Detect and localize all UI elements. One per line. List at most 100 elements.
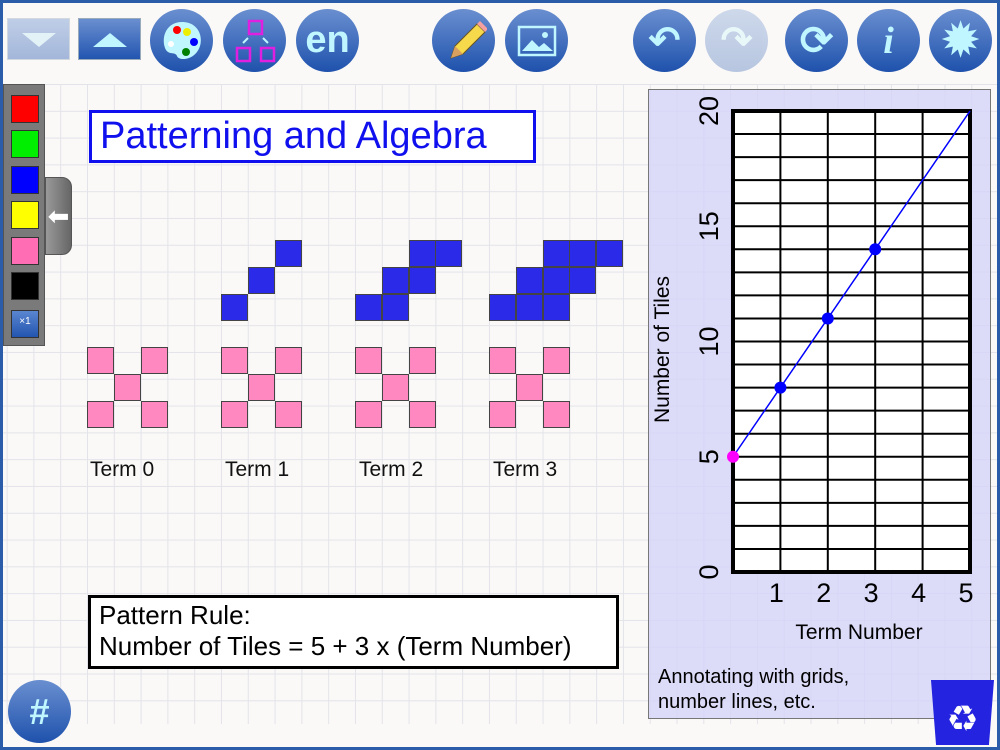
y-tick-label: 10 [694, 326, 724, 356]
gear-icon: ✹ [942, 16, 979, 65]
triangle-down-icon [22, 33, 56, 47]
blue-tile[interactable] [381, 266, 409, 294]
grid-toggle-button[interactable]: # [8, 680, 71, 743]
series-line [732, 110, 971, 458]
rule-heading: Pattern Rule: [99, 600, 251, 630]
triangle-up-icon [93, 33, 127, 47]
x-tick-label: 1 [769, 578, 784, 608]
scroll-up-button[interactable] [78, 18, 141, 60]
scroll-down-button[interactable] [7, 18, 70, 60]
rule-formula: Number of Tiles = 5 + 3 x (Term Number) [99, 631, 572, 661]
recycle-bin[interactable]: ♻ [931, 680, 994, 745]
pink-tile[interactable] [489, 347, 516, 374]
pencil-icon [449, 20, 487, 59]
x-tick-label: 3 [864, 578, 879, 608]
pink-tile[interactable] [87, 400, 114, 428]
info-button[interactable]: i [857, 9, 920, 72]
y-tick-label: 0 [694, 564, 724, 579]
language-button[interactable]: en [296, 9, 359, 72]
refresh-icon: ⟳ [799, 18, 834, 63]
blue-tile[interactable] [408, 240, 436, 267]
shapes-arrange-icon [235, 19, 275, 62]
blue-tile[interactable] [435, 240, 463, 267]
pencil-button[interactable] [432, 9, 495, 72]
refresh-button[interactable]: ⟳ [785, 9, 848, 72]
x-axis-label: Term Number [795, 621, 922, 644]
y-tick-label: 15 [694, 211, 724, 241]
pink-tile[interactable] [515, 373, 543, 401]
pink-tile[interactable] [140, 400, 168, 428]
pink-tile[interactable] [274, 400, 302, 428]
redo-button[interactable]: ↷ [705, 9, 768, 72]
blue-tile[interactable] [569, 240, 597, 267]
blue-tile[interactable] [489, 293, 516, 321]
pink-tile[interactable] [274, 347, 302, 374]
pink-tile[interactable] [542, 347, 570, 374]
recycle-icon: ♻ [946, 697, 979, 739]
palette-button[interactable] [150, 9, 213, 72]
color-blue[interactable] [11, 166, 39, 194]
pink-tile[interactable] [355, 347, 382, 374]
color-pink[interactable] [11, 237, 39, 265]
undo-button[interactable]: ↶ [633, 9, 696, 72]
blue-tile[interactable] [408, 266, 436, 294]
color-green[interactable] [11, 130, 39, 158]
settings-button[interactable]: ✹ [929, 9, 992, 72]
pink-tile[interactable] [221, 400, 248, 428]
color-black[interactable] [11, 272, 39, 300]
collapse-palette-tab[interactable]: ⬅ [45, 177, 72, 255]
term-label: Term 3 [493, 458, 558, 481]
y-tick-label: 20 [694, 96, 724, 126]
blue-tile[interactable] [355, 293, 382, 321]
shapes-button[interactable] [223, 9, 286, 72]
info-icon: i [883, 19, 894, 62]
pink-tile[interactable] [221, 347, 248, 374]
arrow-left-icon: ⬅ [47, 200, 70, 231]
graph-panel[interactable]: 1 2 3 4 5 0 5 10 15 20 Term Number Number of Tiles … [648, 89, 991, 719]
pink-tile[interactable] [140, 347, 168, 374]
blue-tile[interactable] [542, 293, 570, 321]
color-palette: ×1 [3, 84, 45, 346]
pink-tile[interactable] [381, 373, 409, 401]
pink-tile[interactable] [87, 347, 114, 374]
pink-tile[interactable] [489, 400, 516, 428]
term-label: Term 1 [225, 458, 290, 481]
blue-tile[interactable] [247, 266, 275, 294]
image-button[interactable] [505, 9, 568, 72]
plot-border [731, 109, 972, 574]
blue-tile[interactable] [274, 240, 302, 267]
blue-tile[interactable] [569, 266, 597, 294]
y-tick-label: 5 [694, 449, 724, 464]
pink-tile[interactable] [408, 400, 436, 428]
pink-tile[interactable] [355, 400, 382, 428]
pattern-rule-box[interactable]: Pattern Rule: Number of Tiles = 5 + 3 x (… [88, 595, 619, 669]
paint-palette-icon [163, 21, 201, 59]
data-point [821, 312, 834, 325]
blue-tile[interactable] [221, 293, 248, 321]
image-icon [517, 25, 556, 56]
multiplier-button[interactable]: ×1 [11, 310, 39, 338]
blue-tile[interactable] [381, 293, 409, 321]
y-axis-label: Number of Tiles [651, 276, 674, 423]
pink-tile[interactable] [113, 373, 141, 401]
chart: 1 2 3 4 5 0 5 10 15 20 Term Number Number of Tiles [651, 96, 974, 644]
x-tick-label: 2 [816, 578, 831, 608]
pink-tile[interactable] [542, 400, 570, 428]
data-point [869, 243, 882, 256]
undo-icon: ↶ [648, 20, 681, 62]
color-yellow[interactable] [11, 201, 39, 229]
annotation-text: Annotating with grids, number lines, etc… [658, 666, 850, 713]
page-title[interactable]: Patterning and Algebra [89, 110, 536, 163]
blue-tile[interactable] [542, 266, 570, 294]
blue-tile[interactable] [515, 266, 543, 294]
blue-tile[interactable] [515, 293, 543, 321]
x-tick-label: 4 [911, 578, 926, 608]
blue-tile[interactable] [542, 240, 570, 267]
data-point [727, 450, 739, 463]
data-point [774, 381, 787, 394]
pink-tile[interactable] [408, 347, 436, 374]
color-red[interactable] [11, 95, 39, 123]
pink-tile[interactable] [247, 373, 275, 401]
blue-tile[interactable] [596, 240, 624, 267]
x-tick-label: 5 [958, 578, 973, 608]
